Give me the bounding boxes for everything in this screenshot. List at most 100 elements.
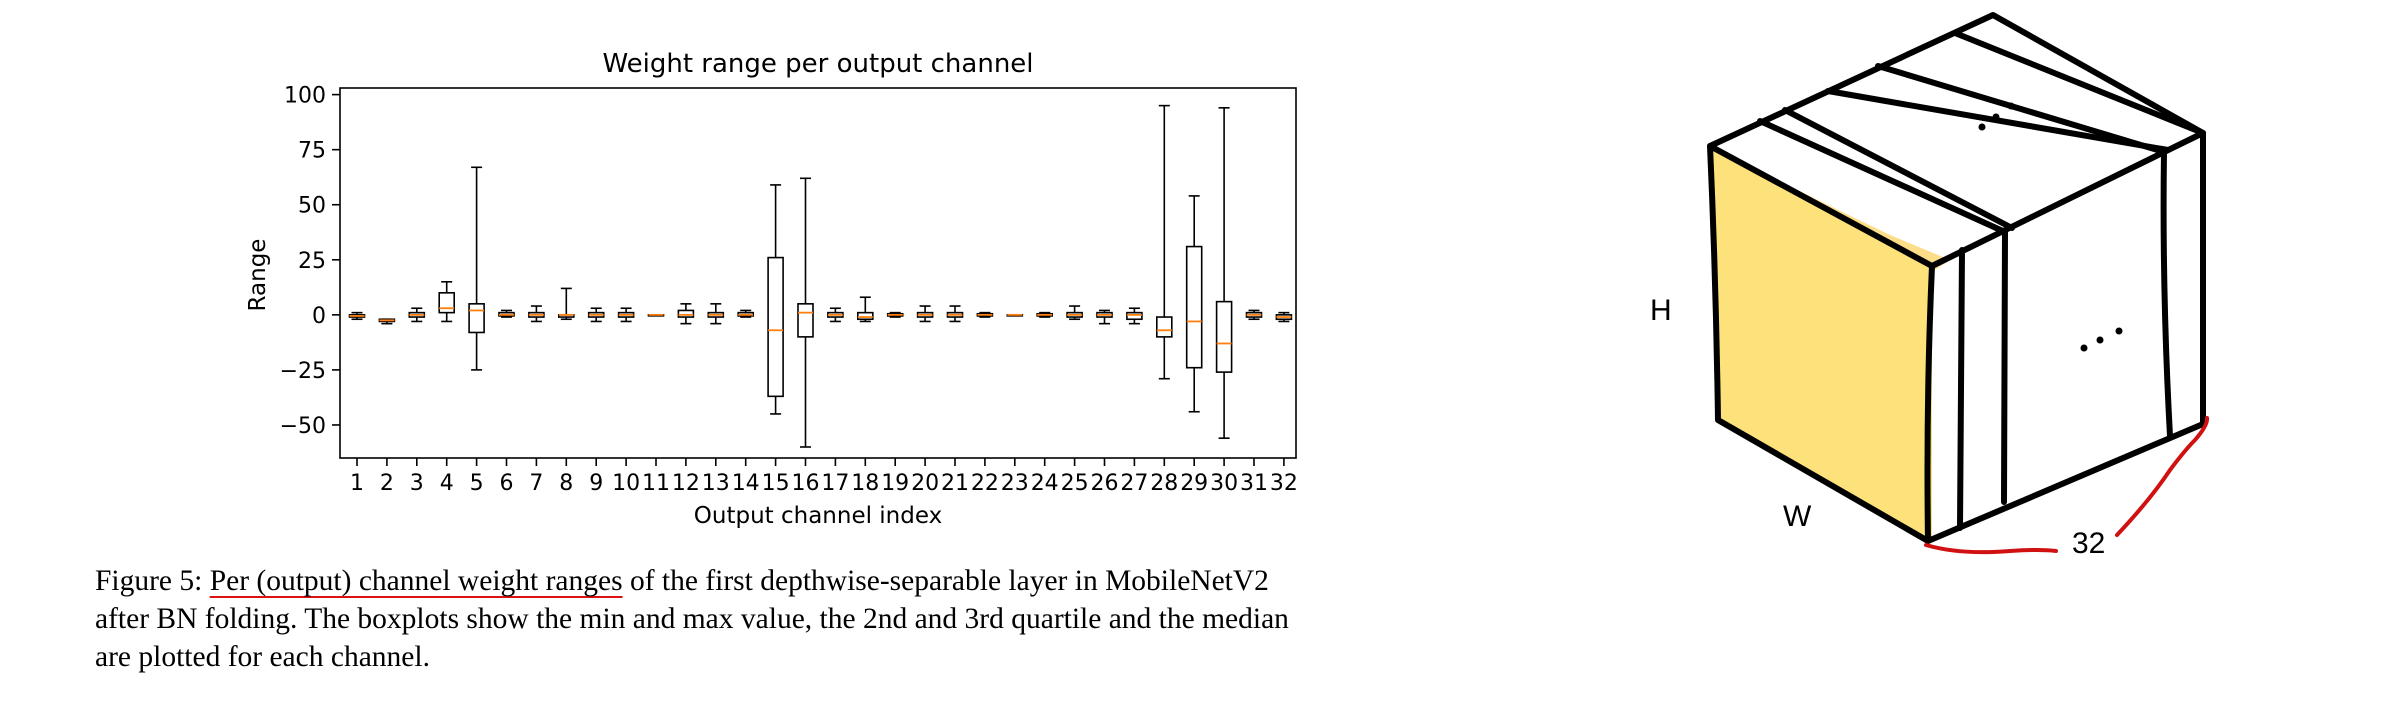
box-21 xyxy=(946,305,964,323)
box-17 xyxy=(827,307,844,323)
x-tick-label: 17 xyxy=(821,471,849,496)
iqr-box xyxy=(677,309,695,318)
x-tick-label: 27 xyxy=(1120,471,1148,496)
iqr-box xyxy=(856,311,874,321)
x-tick-label: 12 xyxy=(672,471,700,496)
boxes xyxy=(348,104,1293,448)
front-face-outline xyxy=(1707,143,1935,544)
x-tick-label: 20 xyxy=(911,471,939,496)
box-10 xyxy=(617,307,635,323)
box-11 xyxy=(647,313,665,317)
x-tick-label: 26 xyxy=(1091,471,1119,496)
height-label: H xyxy=(1650,294,1672,327)
x-tick-label: 7 xyxy=(529,471,543,496)
y-tick-label: 75 xyxy=(298,139,326,164)
x-tick-label: 18 xyxy=(851,471,879,496)
x-tick-label: 11 xyxy=(642,471,670,496)
side-ellipsis-dot-2 xyxy=(2096,336,2104,344)
box-15 xyxy=(767,184,784,415)
x-axis-label: Output channel index xyxy=(694,503,942,529)
x-tick-label: 5 xyxy=(470,471,484,496)
box-30 xyxy=(1215,107,1233,439)
count-brace-right xyxy=(2115,416,2210,537)
front-face-fill xyxy=(1713,147,1932,542)
y-tick-label: 25 xyxy=(298,249,326,274)
caption-line-2: after BN folding. The boxplots show the … xyxy=(95,603,1289,635)
box-13 xyxy=(707,303,725,325)
y-axis: −50 −25 0 25 50 75 100 xyxy=(280,84,340,439)
x-tick-label: 28 xyxy=(1150,471,1178,496)
box-3 xyxy=(408,307,426,323)
x-tick-label: 8 xyxy=(559,471,573,496)
iqr-box xyxy=(1156,316,1173,338)
slice-line-2 xyxy=(1782,107,2015,231)
caption-suffix: of the first depthwise-separable layer i… xyxy=(622,565,1269,597)
iqr-box xyxy=(468,303,485,334)
caption-line-3: are plotted for each channel. xyxy=(95,641,430,673)
x-tick-label: 16 xyxy=(792,471,820,496)
x-tick-label: 29 xyxy=(1180,471,1208,496)
tensor-sketch: H W 32 xyxy=(1650,12,2210,560)
box-32 xyxy=(1275,311,1293,323)
box-25 xyxy=(1066,305,1083,321)
x-tick-label: 14 xyxy=(732,471,760,496)
right-edges xyxy=(1925,130,2206,544)
x-tick-label: 13 xyxy=(702,471,730,496)
figure-caption: Figure 5: Per (output) channel weight ra… xyxy=(95,562,1515,676)
x-tick-label: 22 xyxy=(971,471,999,496)
slice-line-5 xyxy=(1952,30,2206,136)
slice-line-3 xyxy=(1825,88,2171,153)
box-27 xyxy=(1126,307,1143,325)
y-tick-label: 0 xyxy=(312,304,326,329)
iqr-box xyxy=(438,292,456,314)
x-tick-label: 10 xyxy=(612,471,640,496)
caption-prefix: Figure 5: xyxy=(95,565,210,597)
box-1 xyxy=(348,311,366,321)
top-ellipsis-dot-1 xyxy=(1978,123,1986,131)
x-tick-label: 23 xyxy=(1001,471,1029,496)
y-tick-label: −25 xyxy=(280,359,326,384)
box-8 xyxy=(557,287,575,321)
top-ellipsis-dot-3 xyxy=(2007,102,2015,110)
box-19 xyxy=(886,311,904,318)
box-18 xyxy=(856,296,874,323)
side-ellipsis-dot-1 xyxy=(2080,344,2088,352)
x-tick-label: 25 xyxy=(1061,471,1089,496)
iqr-box xyxy=(1185,245,1203,369)
box-14 xyxy=(737,309,755,318)
x-tick-label: 1 xyxy=(350,471,364,496)
x-tick-label: 24 xyxy=(1031,471,1059,496)
x-tick-label: 31 xyxy=(1240,471,1268,496)
box-26 xyxy=(1096,309,1113,325)
side-ellipsis-dot-3 xyxy=(2115,327,2123,335)
x-tick-label: 3 xyxy=(410,471,424,496)
x-tick-label: 30 xyxy=(1210,471,1238,496)
caption-line-1: Figure 5: Per (output) channel weight ra… xyxy=(95,562,1515,600)
box-4 xyxy=(438,281,456,323)
box-24 xyxy=(1036,311,1053,318)
x-tick-label: 21 xyxy=(941,471,969,496)
y-tick-label: 100 xyxy=(284,84,326,109)
count-brace-bottom xyxy=(1924,543,2058,555)
box-22 xyxy=(976,311,994,318)
box-6 xyxy=(498,309,515,318)
x-tick-label: 6 xyxy=(500,471,514,496)
x-axis: 1 2 3 4 5 6 7 8 9 10 11 12 13 14 15 16 17 18 19 20 21 22 23 24 2… xyxy=(350,458,1298,496)
caption-underlined-phrase: Per (output) channel weight ranges xyxy=(209,565,623,597)
box-7 xyxy=(528,305,545,323)
box-23 xyxy=(1006,313,1024,317)
box-9 xyxy=(587,307,605,323)
x-tick-label: 15 xyxy=(762,471,790,496)
box-28 xyxy=(1156,104,1173,380)
iqr-box xyxy=(767,256,784,398)
box-12 xyxy=(677,303,695,325)
chart-title: Weight range per output channel xyxy=(602,49,1033,79)
slice-line-4 xyxy=(1875,63,2173,439)
x-tick-label: 4 xyxy=(440,471,454,496)
y-tick-label: −50 xyxy=(280,414,326,439)
top-face-outline xyxy=(1707,12,2206,269)
iqr-box xyxy=(1126,311,1143,321)
slice-line-1 xyxy=(1757,118,2008,505)
box-2 xyxy=(378,318,396,325)
x-tick-label: 9 xyxy=(589,471,603,496)
